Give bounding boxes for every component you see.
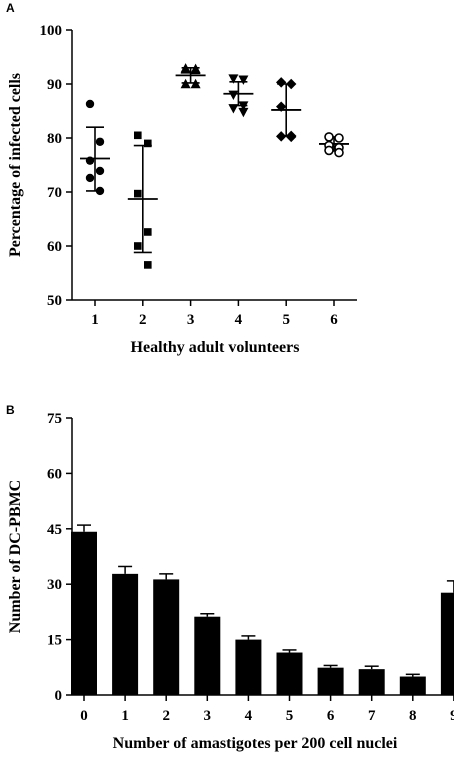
series-2 [127,131,158,269]
bar-2 [153,579,180,695]
series-3 [175,63,206,89]
x-tick-label: 9 [450,708,454,724]
series-1 [80,99,110,196]
data-point-diamond [286,131,297,143]
y-tick-label: 60 [47,239,62,255]
y-tick-label: 70 [47,185,62,201]
data-point-open-circle [324,132,334,142]
y-axis-label: Percentage of infected cells [7,73,24,257]
x-axis-label: Number of amastigotes per 200 cell nucle… [113,735,398,752]
data-point-circle [85,156,95,165]
data-point-square [144,228,152,236]
data-point-triangle-up [180,78,191,89]
series-4 [223,74,254,118]
x-tick-label: 6 [330,312,338,328]
data-point-triangle-up [190,64,201,75]
data-point-diamond [276,131,287,142]
x-tick-label: 4 [235,312,243,328]
bar-3 [194,616,221,695]
data-point-circle [85,173,95,183]
x-tick-label: 2 [139,312,147,328]
x-tick-label: 4 [245,708,253,724]
x-tick-label: 3 [187,312,195,328]
data-point-diamond [276,101,287,112]
data-point-circle [85,99,95,109]
bar-6 [317,667,344,695]
x-tick-label: 6 [327,708,335,724]
data-point-triangle-down [238,101,249,111]
data-point-triangle-down [228,104,239,114]
x-tick-label: 7 [368,708,376,724]
bar-9 [440,592,454,695]
data-point-square [144,139,152,148]
bar-7 [358,669,385,695]
data-point-triangle-down [238,75,249,85]
x-tick-label: 8 [409,708,417,724]
x-tick-label: 3 [204,708,212,724]
x-tick-label: 5 [282,312,290,328]
data-point-diamond [276,77,287,88]
y-tick-label: 30 [47,577,62,593]
y-tick-label: 60 [47,466,62,482]
data-point-triangle-down [238,107,249,118]
bar-5 [276,652,303,695]
data-point-diamond [286,78,297,90]
data-point-open-circle [334,147,344,158]
x-tick-label: 1 [91,312,99,328]
data-point-triangle-down [228,90,239,100]
y-tick-label: 100 [40,23,63,39]
bar-4 [235,639,262,695]
bar-0 [71,531,97,695]
y-tick-label: 0 [55,688,63,704]
y-axis-label: Number of DC-PBMC [7,480,24,633]
panel-a-label: A [6,1,15,15]
y-tick-label: 80 [47,131,62,147]
bar-8 [399,676,426,695]
series-6 [319,132,349,158]
y-tick-label: 50 [47,293,62,309]
data-point-triangle-down [228,74,239,84]
panel-b-label: B [6,403,15,417]
x-tick-label: 1 [121,708,129,724]
data-point-triangle-up [180,64,191,74]
y-tick-label: 15 [47,633,62,649]
y-tick-label: 90 [47,77,62,93]
x-tick-label: 0 [80,708,88,724]
data-point-circle [95,186,105,196]
bar-1 [112,573,139,695]
y-tick-label: 75 [47,411,62,427]
data-point-square [134,189,142,198]
x-tick-label: 2 [162,708,170,724]
data-point-circle [95,137,105,146]
series-5 [271,77,302,143]
x-tick-label: 5 [286,708,294,724]
data-point-circle [95,166,105,176]
y-tick-label: 45 [47,522,62,538]
data-point-triangle-up [190,78,201,89]
panel-a: A 50 60 70 80 90 100 1 2 3 4 5 6 Healthy adult volunt… [6,1,357,356]
data-point-square [134,242,142,250]
data-point-square [134,131,142,140]
data-point-open-circle [334,133,344,143]
data-point-open-circle [324,145,334,156]
data-point-square [144,261,152,269]
x-axis-label: Healthy adult volunteers [131,339,300,356]
